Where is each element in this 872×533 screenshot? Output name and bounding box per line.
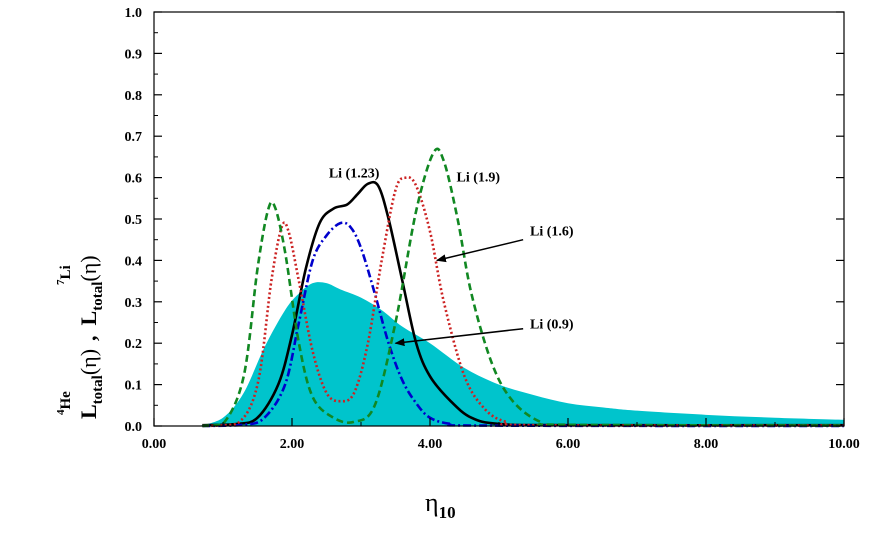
y-tick-label: 0.7 <box>125 130 143 145</box>
svg-text:4He: 4He <box>55 391 74 415</box>
annotation-label: Li (1.9) <box>457 171 501 186</box>
y-axis-title: Ltotal(η),Ltotal(η) 4He 7Li <box>55 255 106 419</box>
y-tick-label: 0.9 <box>125 47 143 62</box>
y-tick-label: 0.8 <box>125 89 143 104</box>
series-li-1-9 <box>202 147 845 428</box>
y-title-li-sup: 7 <box>55 279 67 285</box>
y-title-li-L: L <box>76 311 101 326</box>
x-tick-label: 0.00 <box>142 437 167 452</box>
svg-text:7Li: 7Li <box>55 265 74 285</box>
annotation-label: Li (1.23) <box>329 167 380 182</box>
x-axis-title-sub: 10 <box>439 503 456 522</box>
ticks-layer: 0.00 2.00 4.00 6.00 8.00 10.00 0.0 0.1 0.2 0.3 0.4… <box>125 6 860 452</box>
x-axis-title-main: η <box>425 488 439 517</box>
x-tick-label: 4.00 <box>418 437 443 452</box>
y-tick-label: 0.0 <box>125 420 143 435</box>
svg-text:Ltotal(η),Ltotal(η): Ltotal(η),Ltotal(η) <box>76 255 106 419</box>
series-li-0-9 <box>202 221 845 428</box>
series-layer <box>198 147 845 428</box>
y-title-he-element: He <box>58 391 74 410</box>
x-tick-label: 2.00 <box>280 437 305 452</box>
y-title-he-L: L <box>76 404 101 419</box>
annotations-layer: Li (1.23) Li (1.9) Li (1.6) Li (0.9) <box>329 167 574 347</box>
y-tick-label: 0.5 <box>125 213 143 228</box>
series-li-1-6 <box>202 176 845 428</box>
y-tick-label: 1.0 <box>125 6 143 21</box>
y-title-li-element: Li <box>58 265 74 279</box>
y-title-he-sup: 4 <box>55 409 67 415</box>
annotation-arrow <box>394 327 524 347</box>
y-tick-label: 0.4 <box>125 254 143 269</box>
annotation-label: Li (1.6) <box>530 225 574 240</box>
y-title-he-arg: (η) <box>76 349 101 375</box>
y-title-he-sub: total <box>90 375 106 404</box>
x-tick-label: 6.00 <box>556 437 581 452</box>
x-tick-label: 10.00 <box>828 437 860 452</box>
y-title-comma: , <box>76 335 101 341</box>
y-title-li-sub: total <box>90 282 106 311</box>
annotation-label: Li (0.9) <box>530 318 574 333</box>
y-title-li-arg: (η) <box>76 255 101 281</box>
y-tick-label: 0.1 <box>125 379 143 394</box>
x-tick-label: 8.00 <box>694 437 719 452</box>
y-tick-label: 0.6 <box>125 172 143 187</box>
annotation-arrow <box>435 238 524 263</box>
x-axis-title: η10 <box>425 488 456 522</box>
y-tick-label: 0.2 <box>125 337 143 352</box>
series-he-filled-area <box>198 282 845 426</box>
series-li-1-23 <box>202 180 845 427</box>
y-tick-label: 0.3 <box>125 296 143 311</box>
